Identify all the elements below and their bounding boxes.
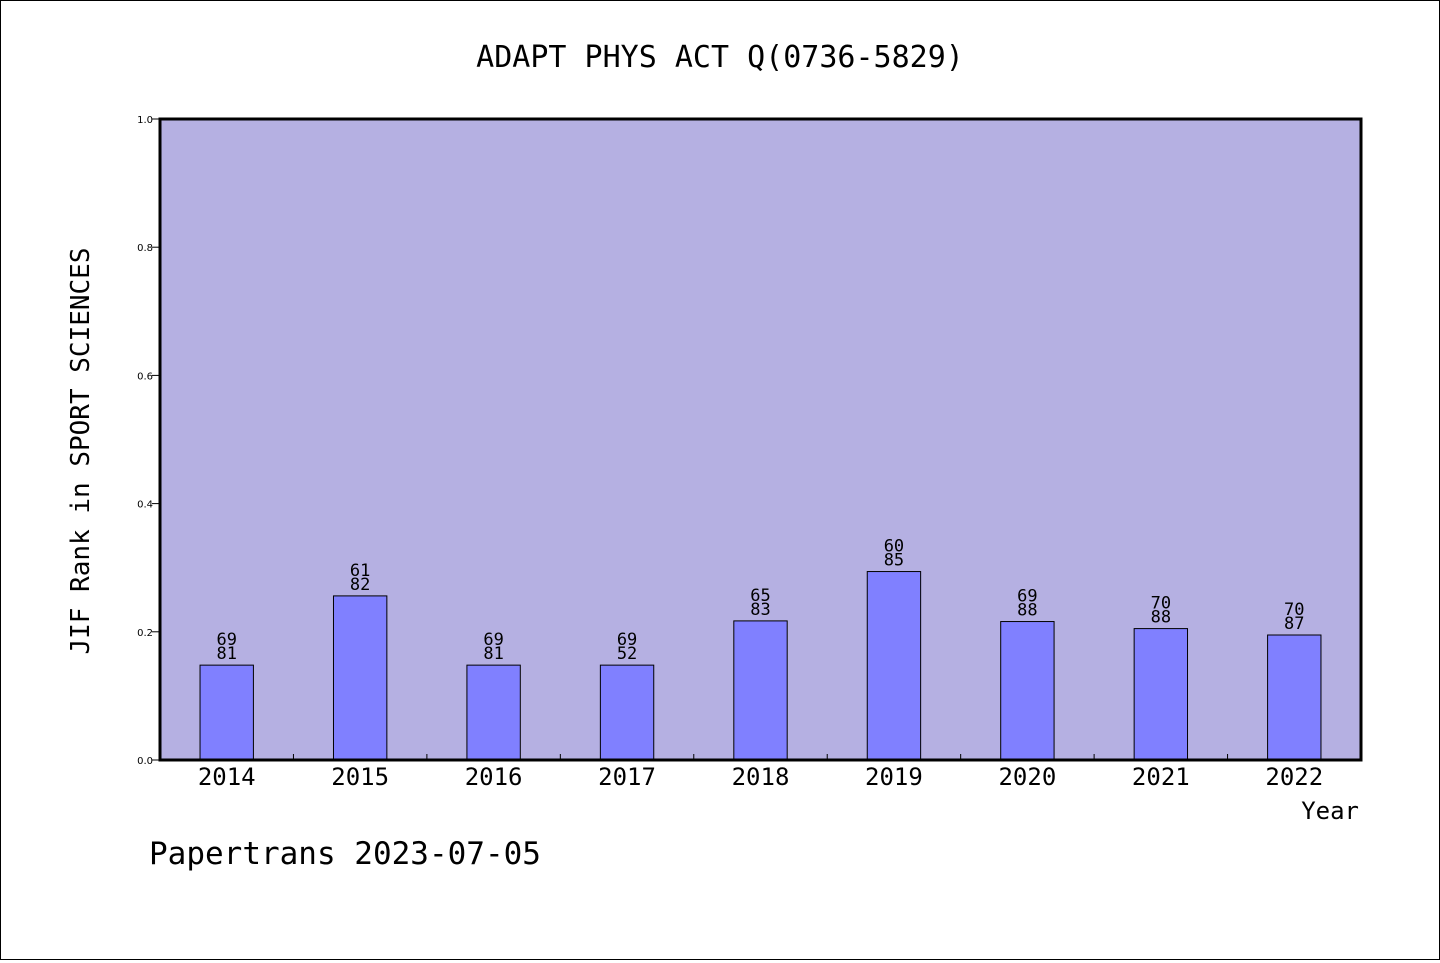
x-tick-label-2015: 2015	[331, 763, 389, 791]
y-tick-label: 0.8	[137, 243, 153, 254]
bar-label-bottom-2019: 85	[884, 551, 904, 571]
bar-label-top-2021: 70	[1151, 594, 1171, 614]
bar-2016	[466, 664, 521, 761]
x-tick-label-2020: 2020	[998, 763, 1056, 791]
x-tick-label-2022: 2022	[1265, 763, 1323, 791]
y-axis-label: JIF Rank in SPORT SCIENCES	[66, 248, 96, 655]
bar-2014	[199, 664, 254, 761]
bar-label-top-2014: 69	[216, 630, 236, 650]
bar-label-bottom-2014: 81	[216, 644, 236, 664]
chart-title: ADAPT PHYS ACT Q(0736-5829)	[476, 40, 964, 75]
bar-label-bottom-2017: 52	[617, 644, 637, 664]
bar-2021	[1133, 628, 1189, 761]
bar-label-top-2017: 69	[617, 630, 637, 650]
bar-2019	[866, 571, 922, 761]
bar-label-top-2020: 69	[1017, 587, 1037, 607]
bar-2022	[1267, 634, 1322, 761]
footer-text: Papertrans 2023-07-05	[149, 836, 541, 872]
y-tick-label: 1.0	[137, 115, 153, 126]
bar-label-bottom-2016: 81	[483, 644, 503, 664]
x-tick-label-2014: 2014	[198, 763, 256, 791]
bar-label-bottom-2020: 88	[1017, 601, 1037, 621]
bar-label-top-2015: 61	[350, 561, 370, 581]
x-tick-label-2017: 2017	[598, 763, 656, 791]
bar-label-top-2019: 60	[884, 537, 904, 557]
bar-label-bottom-2022: 87	[1284, 614, 1304, 634]
bar-2015	[332, 595, 388, 761]
bar-label-bottom-2015: 82	[350, 575, 370, 595]
y-tick-label: 0.2	[137, 628, 153, 639]
y-tick-label: 0.4	[137, 500, 153, 511]
bar-label-top-2018: 65	[750, 586, 770, 606]
x-tick-label-2019: 2019	[865, 763, 923, 791]
bar-label-bottom-2021: 88	[1151, 608, 1171, 628]
y-tick-label: 0.0	[137, 756, 153, 767]
ticks-layer: 2014 2015 2016 2017 2018 2019 2020 2021 2022 0.0 0…	[137, 115, 1323, 791]
plot-frame	[158, 117, 1363, 762]
x-axis-label: Year	[1301, 797, 1359, 825]
bar-label-top-2016: 69	[483, 630, 503, 650]
bar-label-top-2022: 70	[1284, 600, 1304, 620]
x-tick-label-2018: 2018	[732, 763, 790, 791]
x-tick-label-2021: 2021	[1132, 763, 1190, 791]
bar-2018	[733, 620, 788, 761]
bar-2017	[599, 664, 655, 761]
y-tick-label: 0.6	[137, 371, 153, 382]
x-tick-label-2016: 2016	[465, 763, 523, 791]
bar-label-bottom-2018: 83	[750, 600, 770, 620]
bar-2020	[1000, 621, 1055, 761]
